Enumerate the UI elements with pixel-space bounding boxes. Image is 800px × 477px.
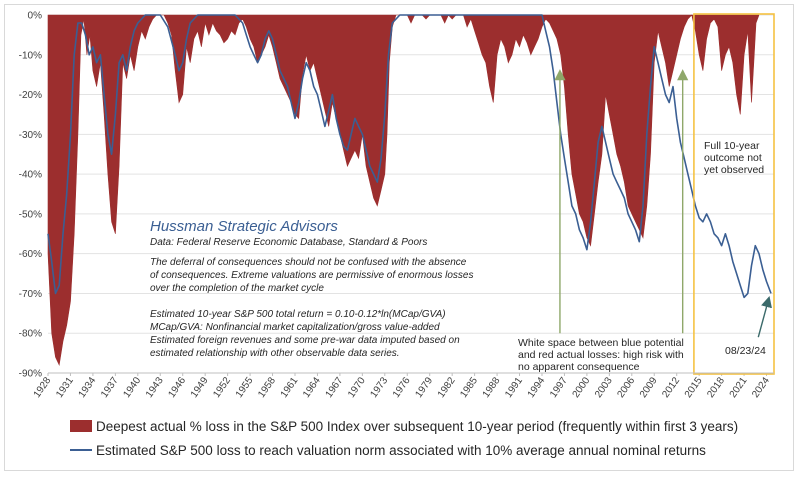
annotation-arrow <box>757 295 772 338</box>
legend-label-blue: Estimated S&P 500 loss to reach valuatio… <box>96 443 706 458</box>
x-tick-label: 1979 <box>413 375 435 400</box>
legend-label-red: Deepest actual % loss in the S&P 500 Ind… <box>96 419 739 434</box>
y-tick-label: -50% <box>19 209 42 220</box>
y-tick-label: -80% <box>19 329 42 340</box>
y-tick-label: -10% <box>19 50 42 61</box>
x-tick-label: 1958 <box>256 375 278 400</box>
annotation-formula-line: MCap/GVA: Nonfinancial market capitaliza… <box>150 322 440 333</box>
x-tick-label: 2009 <box>638 375 660 400</box>
legend-item-blue-line: Estimated S&P 500 loss to reach valuatio… <box>70 443 706 458</box>
x-tick-label: 1934 <box>77 375 99 400</box>
x-tick-label: 2012 <box>660 375 682 400</box>
x-tick-label: 1982 <box>436 375 458 400</box>
annotation-formula-line: estimated relationship with other observ… <box>150 348 400 359</box>
annotation-source: Data: Federal Reserve Economic Database,… <box>150 237 427 248</box>
annotation-note-line: over the completion of the market cycle <box>150 283 324 294</box>
blue-estimate-line <box>47 14 772 299</box>
x-tick-label: 1946 <box>166 375 188 400</box>
annotation-whitespace-line: no apparent consequence <box>518 361 640 373</box>
x-tick-label: 1964 <box>301 375 323 400</box>
x-tick-label: 1949 <box>189 375 211 400</box>
x-tick-label: 1997 <box>548 375 570 400</box>
x-tick-label: 2000 <box>571 375 593 400</box>
annotation-note-line: The deferral of consequences should not … <box>150 257 467 268</box>
annotation-note-line: of consequences. Extreme valuations are … <box>150 270 474 281</box>
x-tick-label: 1985 <box>458 375 480 400</box>
x-tick-label: 2018 <box>705 375 727 400</box>
x-tick-label: 2015 <box>683 375 705 400</box>
x-tick-label: 1961 <box>279 375 301 400</box>
x-tick-label: 1952 <box>211 375 233 400</box>
x-tick-label: 1955 <box>234 375 256 400</box>
y-tick-label: -30% <box>19 130 42 141</box>
legend-swatch-blue <box>70 449 92 451</box>
legend-item-red-area: Deepest actual % loss in the S&P 500 Ind… <box>70 419 738 434</box>
annotation-formula-line: Estimated 10-year S&P 500 total return =… <box>150 309 446 320</box>
x-tick-label: 2021 <box>728 375 750 400</box>
x-tick-label: 1940 <box>121 375 143 400</box>
x-tick-label: 1967 <box>324 375 346 400</box>
highlight-box <box>693 13 775 375</box>
annotation-full-outcome-line: yet observed <box>704 164 764 176</box>
x-tick-label: 1976 <box>391 375 413 400</box>
y-tick-label: -20% <box>19 90 42 101</box>
y-tick-label: -60% <box>19 249 42 260</box>
y-tick-label: -70% <box>19 289 42 300</box>
x-tick-label: 1970 <box>346 375 368 400</box>
x-tick-label: 2006 <box>615 375 637 400</box>
legend-swatch-red <box>70 420 92 432</box>
y-tick-label: 0% <box>28 11 43 22</box>
x-tick-label: 1931 <box>54 375 76 400</box>
annotation-title: Hussman Strategic Advisors <box>150 218 338 235</box>
x-tick-label: 1991 <box>503 375 525 400</box>
annotation-whitespace-line: White space between blue potential <box>518 337 684 349</box>
annotation-date: 08/23/24 <box>725 345 766 357</box>
annotation-formula-line: Estimated foreign revenues and some pre-… <box>150 335 460 346</box>
x-tick-label: 2024 <box>750 375 772 400</box>
y-tick-label: -90% <box>19 369 42 380</box>
x-tick-label: 1973 <box>368 375 390 400</box>
y-tick-label: -40% <box>19 170 42 181</box>
x-tick-label: 1937 <box>99 375 121 400</box>
x-tick-label: 1994 <box>526 375 548 400</box>
annotation-whitespace-line: and red actual losses: high risk with <box>518 349 684 361</box>
annotation-full-outcome-line: Full 10-year <box>704 140 760 152</box>
x-tick-label: 1988 <box>481 375 503 400</box>
x-tick-label: 1943 <box>144 375 166 400</box>
x-tick-label: 2003 <box>593 375 615 400</box>
annotation-full-outcome-line: outcome not <box>704 152 762 164</box>
